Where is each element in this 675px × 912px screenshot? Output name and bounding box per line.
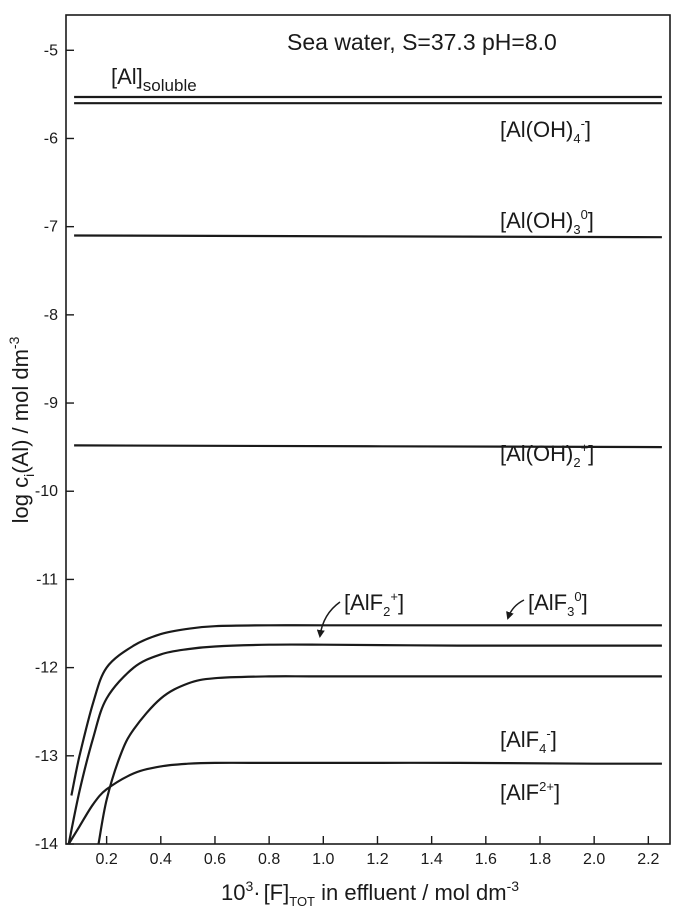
x-tick-label: 0.4 [150,851,172,868]
x-tick-label: 1.2 [366,851,388,868]
x-tick-label: 2.0 [583,851,605,868]
label-al-soluble: [Al]soluble [111,64,197,95]
series-lines [67,95,662,845]
plot-frame [65,14,671,845]
y-tick-label: -10 [35,483,58,500]
x-tick-label: 1.6 [475,851,497,868]
y-tick-label: -11 [36,571,58,588]
series-line-5 [67,643,662,845]
x-tick-label: 1.8 [529,851,551,868]
x-tick-label: 0.8 [258,851,280,868]
x-tick-label: 1.0 [312,851,334,868]
y-tick-label: -7 [44,219,58,236]
x-axis-label: 103· [F]TOT in effluent / mol dm-3 [221,878,519,909]
series-line-7 [67,761,662,845]
y-tick-label: -8 [44,307,58,324]
y-tick-label: -6 [44,130,58,147]
y-tick-label: -12 [35,660,58,677]
label-al-oh4: [Al(OH)4-] [500,116,591,146]
alf2-pointer-arrow [316,601,341,638]
series-line-2 [74,234,662,239]
series-line-3 [74,444,662,449]
y-tick-label: -14 [35,836,58,853]
x-tick-label: 0.6 [204,851,226,868]
label-alf2: [AlF2+] [344,589,404,619]
x-tick-label: 2.2 [637,851,659,868]
alf3-pointer-arrow [506,599,525,620]
series-line-6 [97,675,662,845]
label-alf3: [AlF30] [528,589,588,619]
y-axis-label: log ci(Al) / mol dm-3 [6,336,37,523]
x-tick-label: 0.2 [96,851,118,868]
series-line-4 [70,624,662,796]
x-axis-ticks: 0.2 0.4 0.6 0.8 1.0 1.2 1.4 1.6 1.8 2.0 2.2 [96,836,660,868]
y-tick-label: -13 [35,748,58,765]
label-alf4: [AlF4-] [500,726,557,756]
y-tick-label: -9 [44,395,58,412]
label-alf2plus: [AlF2+] [500,779,560,805]
x-tick-label: 1.4 [421,851,443,868]
chart-title: Sea water, S=37.3 pH=8.0 [287,29,557,55]
y-axis-ticks: -5 -6 -7 -8 -9 -10 -11 -12 -13 -14 [35,42,74,853]
label-al-oh2: [Al(OH)2+] [500,440,594,470]
y-tick-label: -5 [44,42,58,59]
label-al-oh3: [Al(OH)30] [500,207,594,237]
